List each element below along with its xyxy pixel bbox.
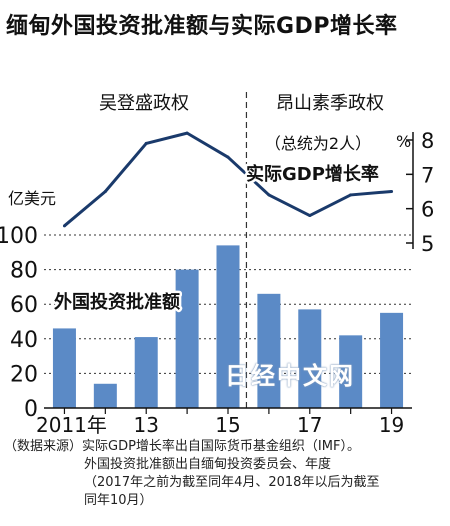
note-line-3: （2017年之前为截至同年4月、2018年以后为截至 [84,475,380,490]
note-line-4: 同年10月） [84,493,153,508]
left-axis-tick-label: 80 [10,259,38,284]
gdp-growth-point [185,131,189,135]
period-sublabel: （总统为2人） [265,134,371,153]
line-series-label-halo: 实际GDP增长率 [246,163,379,185]
bar-series-label: 外国投资批准额 [54,291,180,313]
x-axis-tick-label: 2011年 [36,413,107,437]
x-axis-tick-label: 13 [133,413,158,437]
note-line-1: （数据来源）实际GDP增长率出自国际货币基金组织（IMF）。 [4,439,360,454]
left-axis-tick-label: 0 [24,397,38,422]
note-line-2: 外国投资批准额出自缅甸投资委员会、年度 [84,457,332,472]
source-notes: （数据来源）实际GDP增长率出自国际货币基金组织（IMF）。 外国投资批准额出自… [4,438,448,510]
x-axis-tick-label: 17 [297,413,322,437]
gdp-growth-point [308,214,312,218]
gdp-growth-point [349,193,353,197]
x-axis-tick-label: 19 [379,413,404,437]
bar [52,328,76,408]
gdp-growth-point [390,190,394,193]
period-label-thein-sein: 吴登盛政权 [99,93,189,114]
bar [339,335,363,408]
gdp-growth-point [144,141,148,145]
left-axis-tick-label: 100 [0,224,38,249]
line-series-label: 实际GDP增长率 [246,163,379,185]
right-axis-unit: % [396,132,411,151]
bar [93,383,117,408]
bar [380,312,404,408]
left-axis-tick-label: 40 [10,328,38,353]
bar-series-label-halo: 外国投资批准额 [54,291,180,313]
gdp-growth-point [267,193,271,197]
watermark: 日经中文网 [225,362,355,390]
right-axis-tick-label: 7 [421,163,434,187]
bar [298,309,322,408]
left-axis-tick-label: 60 [10,293,38,318]
right-axis-tick-label: 5 [421,232,434,256]
left-axis-tick-label: 20 [10,362,38,387]
gdp-growth-point [62,224,66,228]
left-axis-unit: 亿美元 [8,189,56,208]
bar [175,269,199,408]
bar [257,293,281,408]
chart-title: 缅甸外国投资批准额与实际GDP增长率 [6,14,398,39]
gdp-growth-point [226,155,230,159]
bar [134,337,158,408]
right-axis-tick-label: 8 [421,129,434,153]
chart: 0 20 40 60 80 100 亿美元 2011年 13 15 17 19 5 6 7 8% 吴登盛政权 昂… [0,92,434,437]
right-axis-tick-label: 6 [421,198,434,222]
gdp-growth-point [103,190,107,193]
bar [216,245,240,408]
x-axis-tick-label: 15 [215,413,240,437]
period-label-aung-san-suu-kyi: 昂山素季政权 [276,93,384,114]
